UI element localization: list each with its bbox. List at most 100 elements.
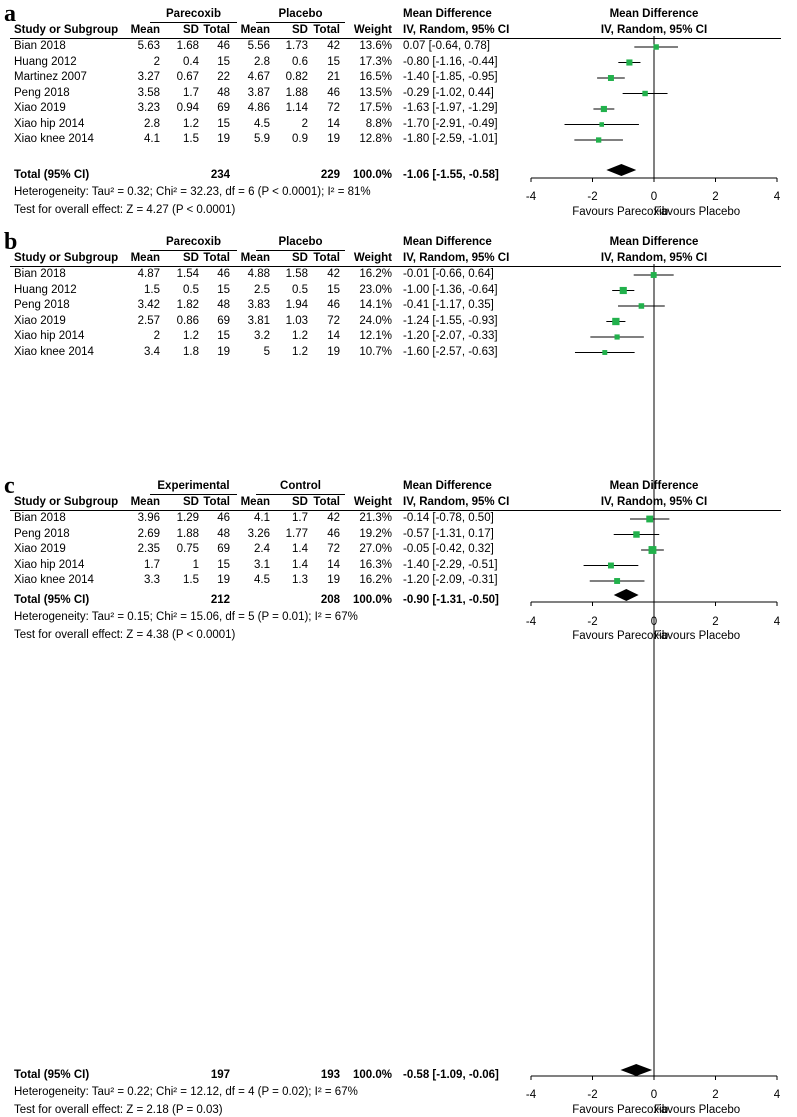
overall-effect-text: Test for overall effect: Z = 2.18 (P = 0… [14, 1104, 223, 1116]
weight: 16.2% [359, 268, 392, 280]
total-2: 21 [327, 71, 340, 83]
study-name: Xiao 2019 [14, 314, 66, 327]
x-tick-label: 4 [774, 191, 781, 203]
mean-2: 3.83 [247, 299, 270, 311]
col-sd-1: SD [183, 252, 199, 264]
ci-text: -1.40 [-2.29, -0.51] [403, 558, 498, 571]
sd-1: 1 [192, 558, 199, 571]
effect-marker [633, 531, 640, 538]
effect-header: Mean Difference [403, 480, 492, 492]
ci-text: -1.40 [-1.85, -0.95] [403, 71, 498, 83]
col-ci: IV, Random, 95% CI [403, 496, 510, 508]
effect-marker [626, 59, 633, 66]
mean-1: 4.87 [137, 268, 160, 280]
total-2: 14 [327, 558, 340, 571]
sd-1: 1.7 [183, 86, 199, 99]
col-ci: IV, Random, 95% CI [403, 252, 510, 264]
effect-marker [607, 562, 614, 569]
sd-2: 1.7 [292, 512, 308, 524]
col-total-1: Total [203, 252, 230, 264]
ci-text: -0.57 [-1.31, 0.17] [403, 527, 494, 540]
x-tick-label: 0 [651, 1089, 657, 1101]
total-1: 69 [217, 543, 230, 555]
total-2: 46 [327, 86, 340, 99]
header-rule [10, 266, 781, 267]
total-2: 19 [327, 133, 340, 145]
sd-2: 1.4 [292, 558, 308, 571]
total-2: 42 [327, 40, 340, 52]
total-n1: 197 [210, 1069, 230, 1081]
mean-2: 4.5 [254, 574, 270, 586]
study-name: Peng 2018 [14, 86, 70, 99]
total-2: 72 [327, 543, 340, 555]
total-1: 69 [217, 102, 230, 114]
sd-1: 1.68 [176, 40, 199, 52]
x-tick-label: 2 [712, 616, 718, 628]
mean-1: 2 [153, 55, 160, 68]
study-name: Bian 2018 [14, 268, 66, 280]
ci-text: -0.41 [-1.17, 0.35] [403, 299, 494, 311]
x-tick-label: 2 [712, 1089, 718, 1101]
sd-1: 0.75 [176, 543, 199, 555]
ci-text: -1.20 [-2.07, -0.33] [403, 330, 498, 342]
weight: 16.2% [359, 574, 392, 586]
total-1: 15 [217, 330, 230, 342]
effect-marker [619, 286, 627, 295]
favours-right-label: Favours Placebo [654, 1104, 740, 1116]
study-name: Huang 2012 [14, 283, 77, 296]
col-sd-1: SD [183, 496, 199, 508]
total-1: 46 [217, 40, 230, 52]
total-ci-text: -0.58 [-1.09, -0.06] [403, 1069, 499, 1081]
weight: 27.0% [359, 543, 392, 555]
total-label: Total (95% CI) [14, 169, 90, 181]
col-ci: IV, Random, 95% CI [403, 24, 510, 36]
pooled-diamond [606, 164, 637, 176]
mean-1: 1.5 [144, 283, 160, 296]
sd-2: 1.94 [285, 299, 308, 311]
group-header-1: Parecoxib [166, 236, 221, 248]
mean-2: 2.5 [254, 283, 270, 296]
mean-2: 3.26 [247, 527, 270, 540]
col-total-1: Total [203, 24, 230, 36]
ci-text: -1.24 [-1.55, -0.93] [403, 314, 498, 327]
sd-2: 0.9 [292, 133, 308, 145]
mean-1: 2 [153, 330, 160, 342]
group-header-1: Experimental [157, 480, 230, 492]
forest-panel-c: c Experimental Control Mean Difference Mean … [0, 472, 797, 1116]
total-2: 15 [327, 55, 340, 68]
mean-2: 2.8 [254, 55, 270, 68]
total-1: 48 [217, 86, 230, 99]
study-name: Xiao hip 2014 [14, 558, 85, 571]
weight: 19.2% [359, 527, 392, 540]
mean-2: 3.81 [247, 314, 270, 327]
total-2: 14 [327, 330, 340, 342]
weight: 10.7% [359, 345, 392, 358]
weight: 14.1% [359, 299, 392, 311]
study-name: Xiao knee 2014 [14, 345, 94, 358]
mean-2: 3.2 [254, 330, 270, 342]
sd-1: 0.67 [176, 71, 199, 83]
col-mean-2: Mean [240, 24, 270, 36]
ci-text: -0.05 [-0.42, 0.32] [403, 543, 494, 555]
weight: 8.8% [365, 117, 392, 130]
total-weight: 100.0% [352, 169, 392, 181]
sd-2: 1.14 [285, 102, 308, 114]
study-name: Peng 2018 [14, 527, 70, 540]
total-n1: 234 [210, 169, 230, 181]
study-name: Bian 2018 [14, 40, 66, 52]
mean-1: 5.63 [137, 40, 160, 52]
total-n1: 212 [210, 594, 230, 606]
total-1: 15 [217, 55, 230, 68]
total-weight: 100.0% [352, 1069, 392, 1081]
group-underline-1 [150, 22, 237, 23]
x-tick-label: 2 [712, 191, 718, 203]
study-name: Xiao knee 2014 [14, 133, 94, 145]
mean-1: 3.96 [137, 512, 160, 524]
weight: 16.5% [359, 71, 392, 83]
study-name: Martinez 2007 [14, 71, 87, 83]
mean-1: 3.23 [137, 102, 160, 114]
sd-1: 1.5 [183, 574, 199, 586]
mean-1: 3.4 [144, 345, 160, 358]
col-total-1: Total [203, 496, 230, 508]
